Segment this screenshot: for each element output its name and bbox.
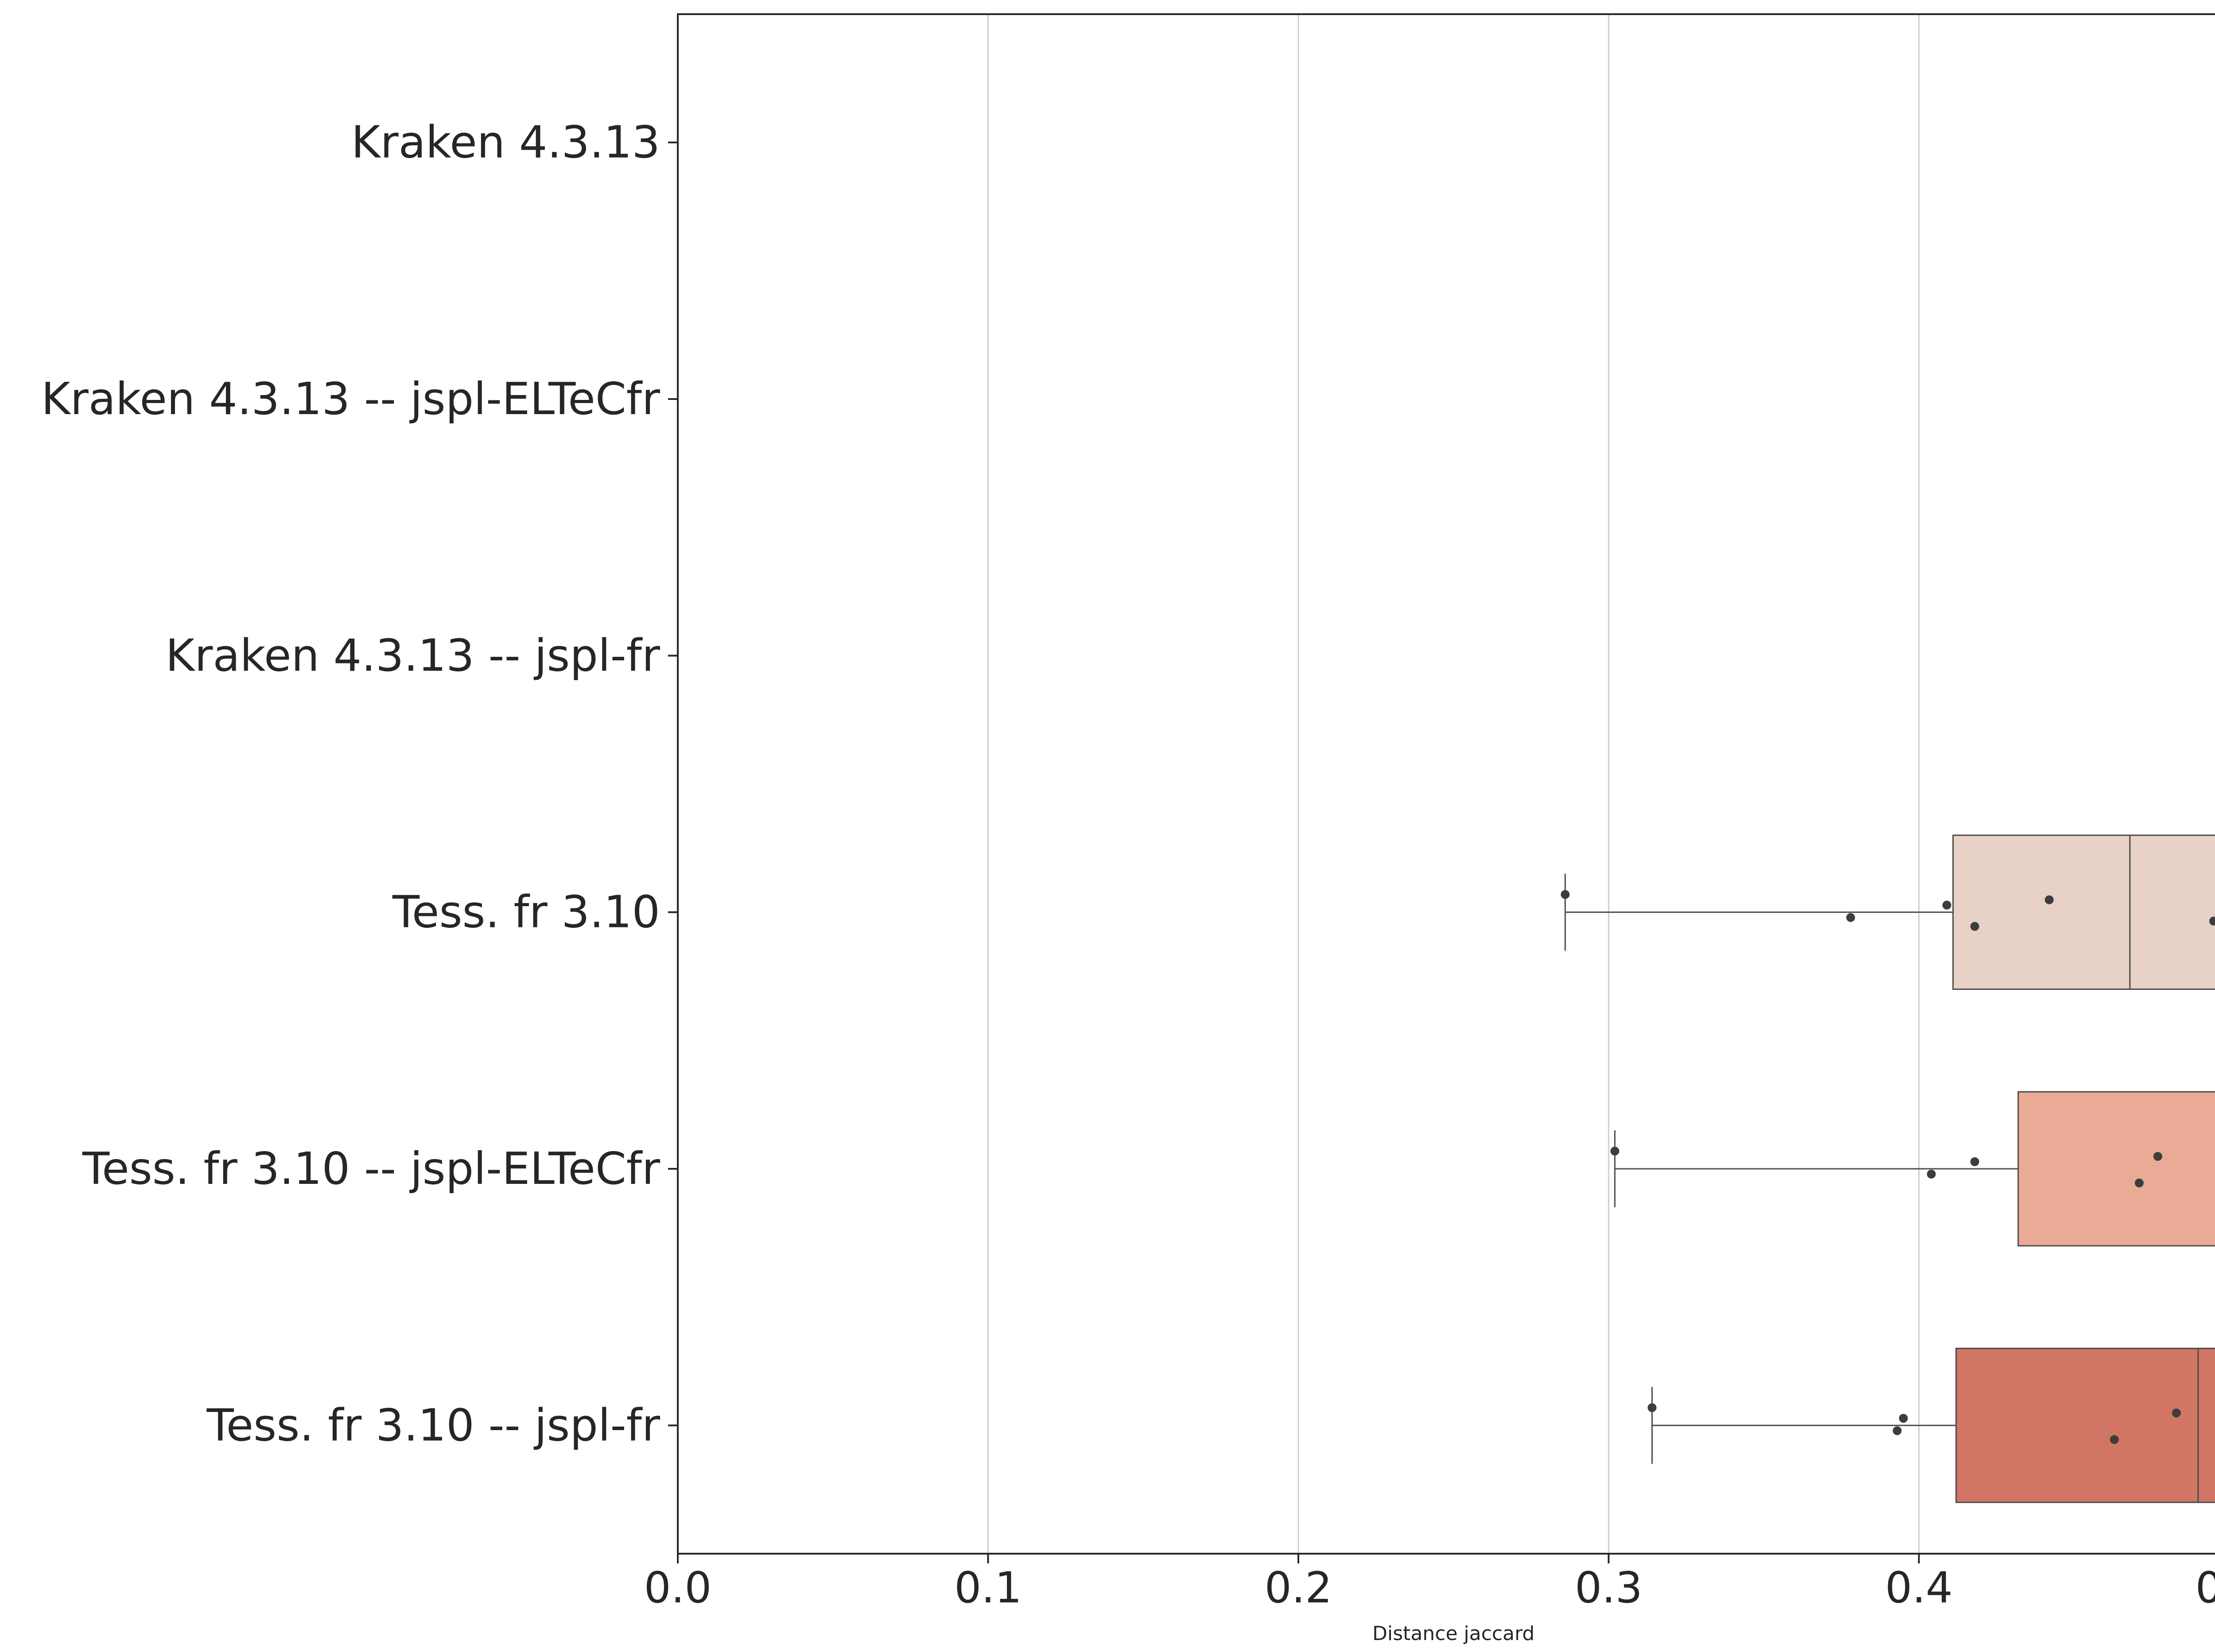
x-axis: 0.0 0.1 0.2 0.3 0.4 0.5 xyxy=(644,1554,2215,1613)
box xyxy=(2017,1091,2215,1247)
box xyxy=(1955,1348,2215,1503)
data-point xyxy=(2044,895,2054,904)
y-tick-label: Kraken 4.3.13 -- jspl-fr xyxy=(166,629,661,681)
data-point xyxy=(2209,916,2215,926)
x-tick-label: 0.5 xyxy=(2196,1563,2215,1613)
data-point xyxy=(1899,1414,1908,1423)
data-point xyxy=(1561,890,1570,899)
y-axis: Kraken 4.3.13 Kraken 4.3.13 -- jspl-ELTeC… xyxy=(41,116,678,1451)
data-point xyxy=(2134,1179,2144,1187)
y-tick-label: Tess. fr 3.10 -- jspl-ELTeCfr xyxy=(82,1143,661,1194)
x-tick-label: 0.0 xyxy=(644,1563,712,1613)
x-tick-label: 0.2 xyxy=(1264,1563,1332,1613)
y-tick-label: Tess. fr 3.10 xyxy=(392,886,660,938)
y-tick-label: Tess. fr 3.10 -- jspl-fr xyxy=(206,1399,661,1451)
data-point xyxy=(2110,1435,2119,1444)
data-point xyxy=(1610,1147,1620,1156)
x-tick-label: 0.1 xyxy=(954,1563,1022,1613)
data-point xyxy=(1846,913,1855,922)
data-point xyxy=(1970,922,1979,931)
data-point xyxy=(2172,1408,2181,1418)
y-tick-label: Kraken 4.3.13 -- jspl-ELTeCfr xyxy=(41,373,661,425)
x-tick-label: 0.3 xyxy=(1575,1563,1643,1613)
data-point xyxy=(1942,900,1951,910)
data-point xyxy=(2153,1152,2162,1161)
data-point xyxy=(1648,1403,1657,1412)
x-axis-title: Distance jaccard xyxy=(1372,1622,1535,1645)
data-point xyxy=(1970,1157,1979,1166)
data-point xyxy=(1892,1426,1902,1435)
data-point xyxy=(1927,1170,1936,1179)
box xyxy=(1952,834,2215,990)
x-tick-label: 0.4 xyxy=(1885,1563,1953,1613)
plot-frame xyxy=(677,13,2215,1555)
box-plot-marks xyxy=(1561,834,2215,1503)
grid-lines xyxy=(987,14,1920,1554)
y-tick-label: Kraken 4.3.13 xyxy=(351,116,660,168)
